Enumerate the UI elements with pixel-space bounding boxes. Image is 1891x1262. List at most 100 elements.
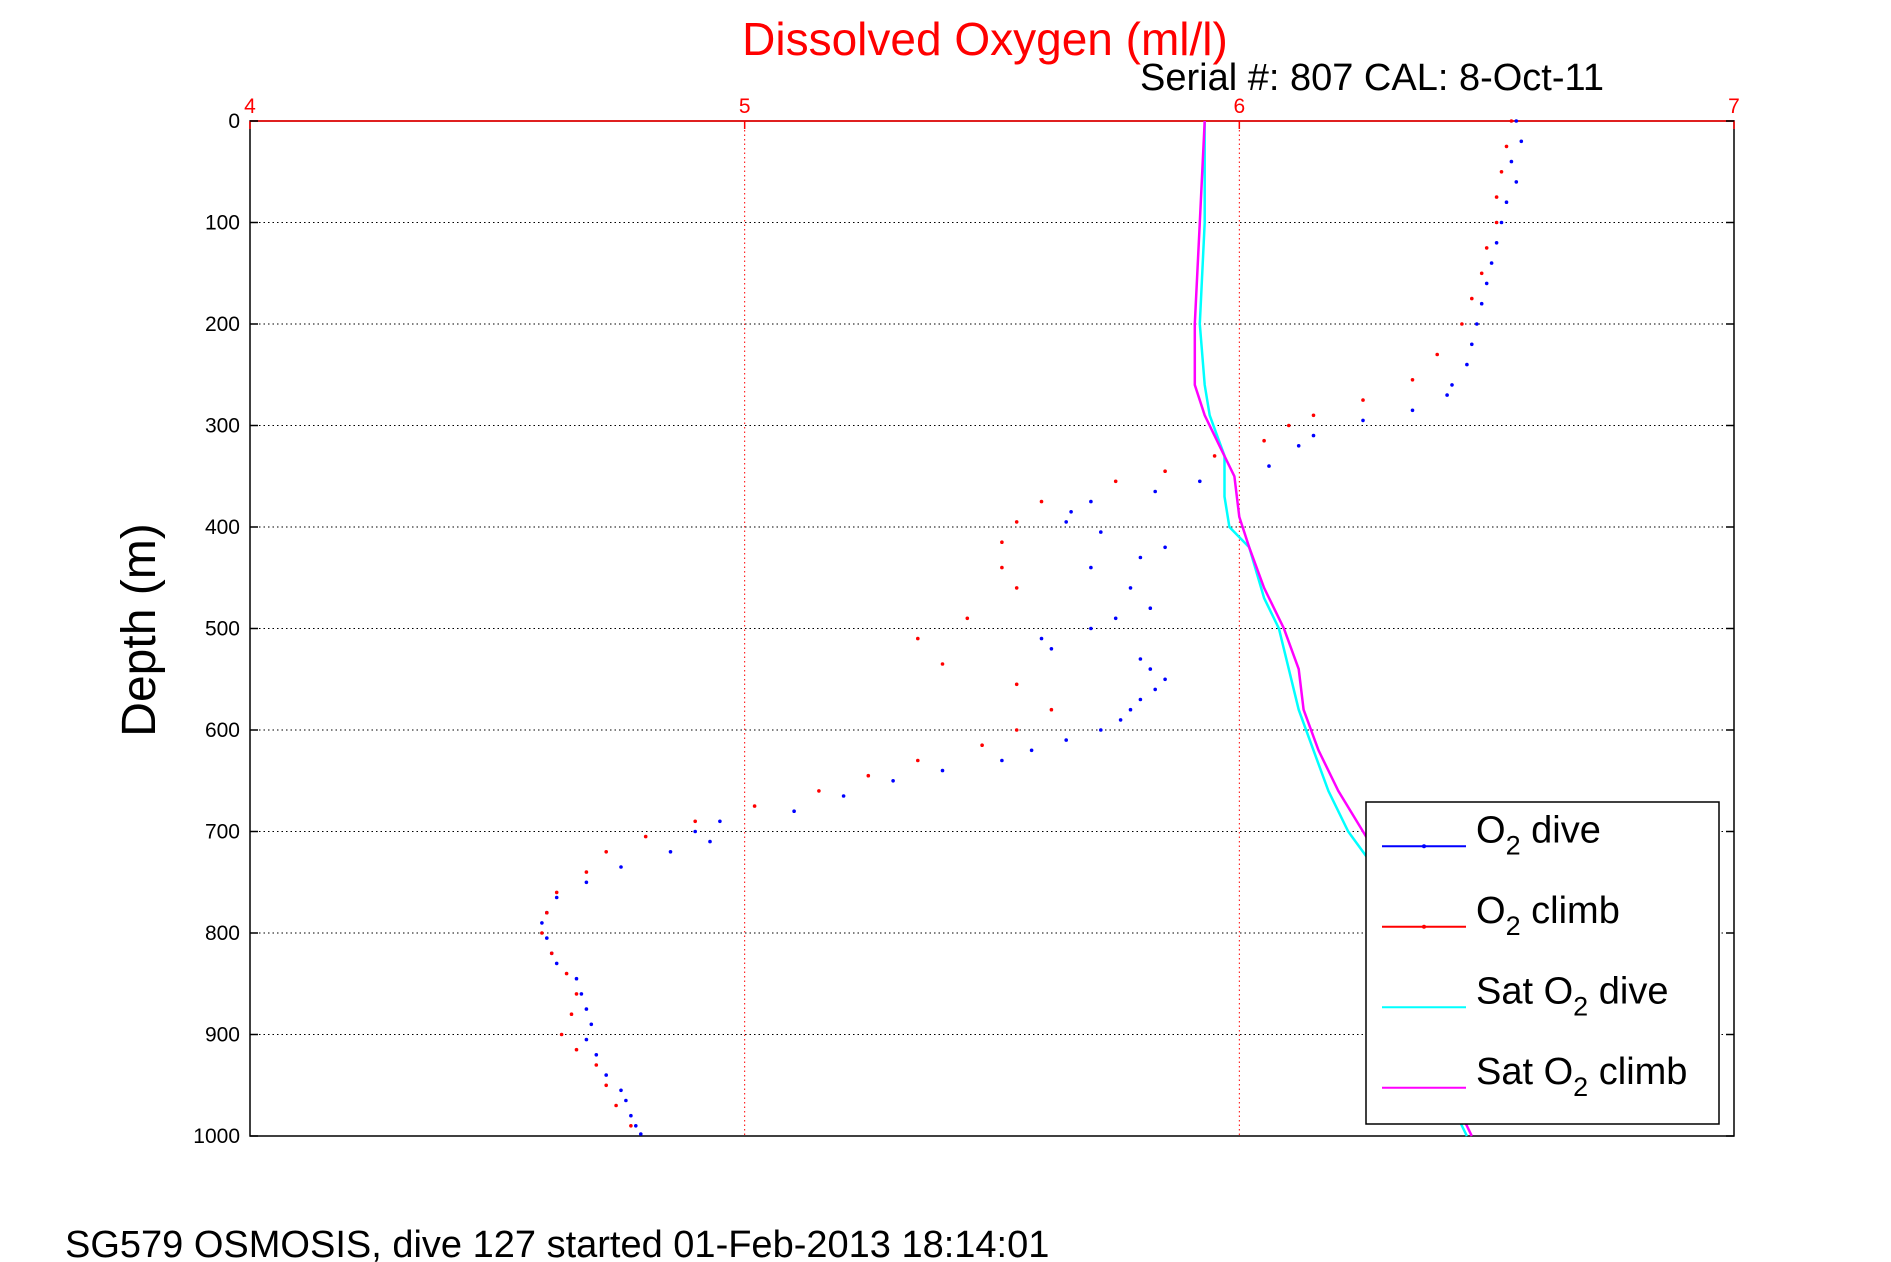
y-tick-label: 800 <box>205 922 240 945</box>
data-point <box>1089 626 1093 631</box>
data-point <box>965 616 970 621</box>
data-point <box>569 1012 574 1016</box>
data-point <box>1475 322 1479 326</box>
data-point <box>1099 530 1103 534</box>
x-tick-label: 7 <box>1728 95 1740 118</box>
data-point <box>668 850 673 854</box>
data-point <box>604 1083 608 1088</box>
data-point <box>624 1098 628 1103</box>
x-tick-label: 6 <box>1233 95 1245 118</box>
data-point <box>1000 565 1004 570</box>
data-point <box>1435 352 1439 357</box>
data-point <box>1212 454 1217 458</box>
legend-marker <box>1422 844 1426 849</box>
data-point <box>643 834 648 839</box>
data-point <box>693 819 697 824</box>
data-point <box>584 880 589 885</box>
data-point <box>940 662 945 666</box>
series-o2-climb <box>540 119 1514 1128</box>
data-point <box>584 1037 589 1042</box>
data-point <box>1514 119 1519 123</box>
data-point <box>1064 738 1068 742</box>
data-point <box>1504 200 1509 204</box>
legend-marker <box>1422 924 1426 929</box>
data-point <box>564 971 569 976</box>
legend-label: Sat O2 dive <box>1476 970 1668 1021</box>
data-point <box>579 992 584 996</box>
legend-label: O2 climb <box>1476 890 1620 941</box>
x-tick-label: 5 <box>739 95 751 118</box>
data-point <box>940 768 945 773</box>
data-point <box>549 951 554 956</box>
data-point <box>1361 398 1365 402</box>
serial-cal-label: Serial #: 807 CAL: 8-Oct-11 <box>1140 57 1604 99</box>
data-point <box>916 758 920 763</box>
data-point <box>1039 636 1044 641</box>
data-point <box>639 1132 643 1136</box>
data-point <box>916 636 920 641</box>
legend-item: O2 dive <box>1382 809 1601 860</box>
data-point <box>1163 469 1167 474</box>
data-point <box>554 890 559 895</box>
data-point <box>1153 687 1157 692</box>
y-axis-label: Depth (m) <box>113 523 166 736</box>
data-point <box>1479 301 1484 306</box>
legend-box <box>1365 801 1720 1125</box>
data-point <box>1198 479 1202 484</box>
data-point <box>629 1113 633 1118</box>
data-point <box>1014 682 1019 687</box>
data-point <box>866 773 871 778</box>
data-point <box>589 1022 594 1027</box>
y-tick-label: 600 <box>205 719 240 742</box>
data-point <box>604 850 608 854</box>
data-point <box>559 1032 564 1037</box>
data-point <box>540 931 544 935</box>
footer-caption: SG579 OSMOSIS, dive 127 started 01-Feb-2… <box>65 1224 1049 1262</box>
data-point <box>619 1088 623 1093</box>
data-point <box>841 794 846 798</box>
data-point <box>1494 195 1499 199</box>
data-point <box>1509 119 1514 123</box>
data-point <box>1361 418 1365 423</box>
data-point <box>629 1124 633 1128</box>
data-point <box>574 976 579 981</box>
data-point <box>545 910 549 915</box>
legend-item: Sat O2 climb <box>1382 1051 1687 1102</box>
legend-item: O2 climb <box>1382 890 1620 941</box>
legend: O2 dive O2 climb Sat O2 dive Sat O2 climb <box>1365 801 1720 1125</box>
legend-label: Sat O2 climb <box>1476 1051 1687 1102</box>
data-point <box>1470 342 1474 347</box>
data-point <box>1148 667 1153 671</box>
data-point <box>1069 510 1073 514</box>
data-point <box>1465 362 1469 367</box>
data-point <box>1138 657 1143 661</box>
data-point <box>1099 728 1103 732</box>
data-point <box>554 961 559 966</box>
data-point <box>891 779 895 783</box>
data-point <box>693 829 697 834</box>
data-point <box>1410 378 1415 382</box>
data-point <box>1138 555 1143 560</box>
data-point <box>1128 586 1133 590</box>
data-point <box>584 1007 589 1011</box>
data-point <box>1504 144 1509 149</box>
data-point <box>594 1063 599 1067</box>
y-tick-label: 100 <box>205 212 240 235</box>
data-point <box>574 1047 579 1052</box>
data-point <box>574 992 579 996</box>
data-point <box>1049 707 1054 712</box>
y-tick-label: 500 <box>205 618 240 641</box>
y-tick-label: 700 <box>205 821 240 844</box>
data-point <box>594 1053 599 1057</box>
data-point <box>1163 545 1167 550</box>
data-point <box>1489 261 1494 265</box>
data-point <box>1296 444 1301 448</box>
data-point <box>1311 433 1316 438</box>
data-point <box>1029 748 1034 753</box>
data-point <box>1494 220 1499 225</box>
data-point <box>1287 423 1291 428</box>
data-point <box>1499 220 1504 225</box>
data-point <box>1089 565 1093 570</box>
data-point <box>614 1103 618 1108</box>
chart-title: Dissolved Oxygen (ml/l) <box>742 13 1228 65</box>
